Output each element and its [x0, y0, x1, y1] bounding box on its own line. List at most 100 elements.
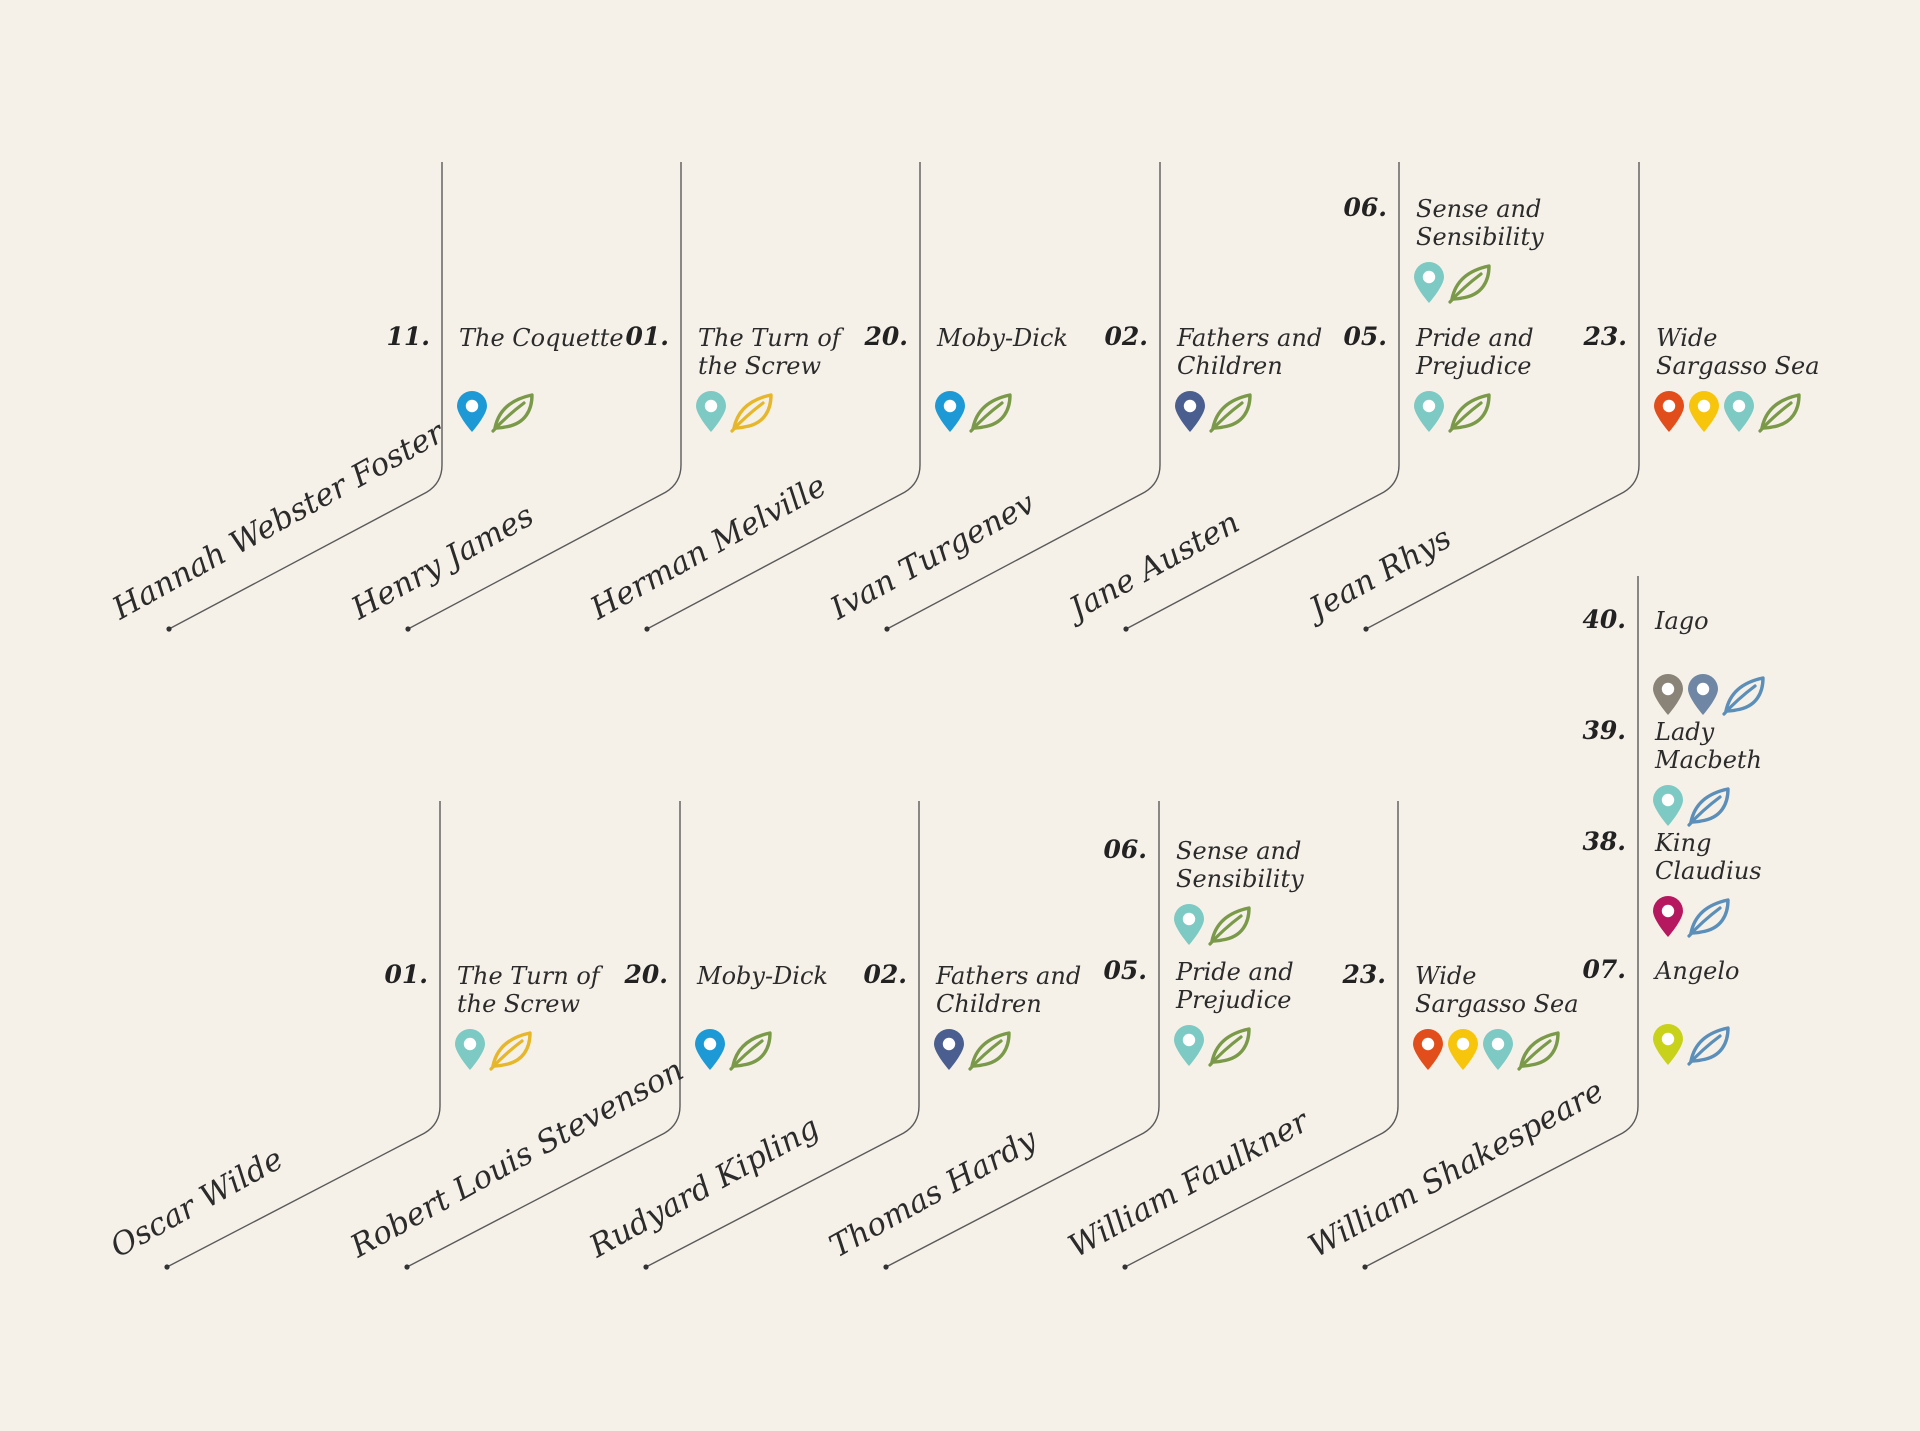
work-title: The Coquette: [459, 324, 624, 352]
leaf-gold-leaf-icon: [730, 393, 773, 433]
author-endpoint-dot: [1123, 626, 1129, 632]
author-endpoint-dot: [644, 626, 650, 632]
work-title: Wide Sargasso Sea: [1415, 962, 1579, 1018]
pin-blue-pin-icon: [457, 391, 487, 432]
author-endpoint-dot: [404, 1264, 410, 1270]
leaf-blue-leaf-icon: [1722, 676, 1765, 716]
work-icons: [453, 1028, 535, 1072]
author-endpoint-dot: [1363, 626, 1369, 632]
pin-navy-pin-icon: [934, 1029, 964, 1070]
author-endpoint-dot: [884, 626, 890, 632]
author-connector-line: [166, 801, 441, 1268]
pin-magenta-pin-icon: [1653, 896, 1683, 937]
leaf-green-leaf-icon: [1517, 1031, 1560, 1071]
leaf-green-leaf-icon: [968, 1031, 1011, 1071]
pin-teal-pin-icon: [1174, 1025, 1204, 1066]
leaf-green-leaf-icon: [1758, 393, 1801, 433]
work-number: 02.: [1104, 322, 1149, 351]
work-number: 01.: [384, 960, 429, 989]
work-icons: [694, 390, 776, 434]
work-title: Lady Macbeth: [1655, 718, 1762, 774]
author-connector-line: [886, 162, 1161, 630]
work-number: 20.: [624, 960, 669, 989]
leaf-green-leaf-icon: [1209, 393, 1252, 433]
author-endpoint-dot: [1362, 1264, 1368, 1270]
work-title: King Claudius: [1655, 829, 1762, 885]
work-title: Moby-Dick: [937, 324, 1068, 352]
leaf-green-leaf-icon: [969, 393, 1012, 433]
leaf-green-leaf-icon: [1208, 1027, 1251, 1067]
work-icons: [1412, 390, 1494, 434]
pin-teal-pin-icon: [696, 391, 726, 432]
leaf-green-leaf-icon: [729, 1031, 772, 1071]
pin-teal-pin-icon: [1653, 785, 1683, 826]
author-connector-line: [1125, 162, 1400, 630]
pin-yellow-pin-icon: [1448, 1029, 1478, 1070]
work-icons: [1651, 784, 1733, 828]
work-number: 23.: [1583, 322, 1628, 351]
work-number: 11.: [386, 322, 431, 351]
pin-teal-pin-icon: [1174, 904, 1204, 945]
work-icons: [1651, 673, 1768, 717]
author-connector-line: [646, 162, 921, 630]
work-icons: [693, 1028, 775, 1072]
pin-teal-pin-icon: [1724, 391, 1754, 432]
author-connector-line: [168, 162, 443, 630]
work-number: 38.: [1582, 827, 1627, 856]
work-number: 06.: [1103, 835, 1148, 864]
work-title: Pride and Prejudice: [1176, 958, 1294, 1014]
work-number: 20.: [864, 322, 909, 351]
author-endpoint-dot: [643, 1264, 649, 1270]
work-icons: [455, 390, 537, 434]
work-icons: [1651, 1023, 1733, 1067]
work-icons: [1411, 1028, 1563, 1072]
work-number: 23.: [1342, 960, 1387, 989]
leaf-green-leaf-icon: [1448, 393, 1491, 433]
leaf-green-leaf-icon: [1208, 906, 1251, 946]
work-number: 01.: [625, 322, 670, 351]
leaf-blue-leaf-icon: [1687, 898, 1730, 938]
pin-teal-pin-icon: [1414, 391, 1444, 432]
pin-teal-pin-icon: [1414, 262, 1444, 303]
author-connector-line: [406, 801, 681, 1268]
author-endpoint-dot: [1122, 1264, 1128, 1270]
author-connector-line: [1365, 162, 1640, 630]
work-title: The Turn of the Screw: [457, 962, 600, 1018]
work-icons: [1652, 390, 1804, 434]
work-icons: [1651, 895, 1733, 939]
work-title: Wide Sargasso Sea: [1656, 324, 1820, 380]
work-icons: [1173, 390, 1255, 434]
author-connector-line: [1124, 801, 1399, 1268]
work-number: 05.: [1103, 956, 1148, 985]
work-number: 39.: [1582, 716, 1627, 745]
pin-slate-pin-icon: [1688, 674, 1718, 715]
work-icons: [1172, 903, 1254, 947]
work-number: 02.: [863, 960, 908, 989]
leaf-green-leaf-icon: [491, 393, 534, 433]
author-connector-line: [1364, 576, 1639, 1268]
work-icons: [1412, 261, 1494, 305]
pin-blue-pin-icon: [695, 1029, 725, 1070]
work-title: Fathers and Children: [936, 962, 1082, 1018]
leaf-gold-leaf-icon: [489, 1031, 532, 1071]
work-number: 05.: [1343, 322, 1388, 351]
work-icons: [933, 390, 1015, 434]
author-endpoint-dot: [166, 626, 172, 632]
leaf-blue-leaf-icon: [1687, 787, 1730, 827]
work-icons: [932, 1028, 1014, 1072]
work-title: Pride and Prejudice: [1416, 324, 1534, 380]
pin-teal-pin-icon: [455, 1029, 485, 1070]
pin-blue-pin-icon: [935, 391, 965, 432]
pin-grey-pin-icon: [1653, 674, 1683, 715]
work-title: Fathers and Children: [1177, 324, 1323, 380]
work-title: Sense and Sensibility: [1176, 837, 1304, 893]
work-title: The Turn of the Screw: [698, 324, 841, 380]
work-title: Sense and Sensibility: [1416, 195, 1544, 251]
pin-lime-pin-icon: [1653, 1024, 1683, 1065]
author-endpoint-dot: [883, 1264, 889, 1270]
pin-red-pin-icon: [1654, 391, 1684, 432]
author-connector-line: [885, 801, 1160, 1268]
work-title: Angelo: [1655, 957, 1740, 985]
work-number: 40.: [1582, 605, 1627, 634]
